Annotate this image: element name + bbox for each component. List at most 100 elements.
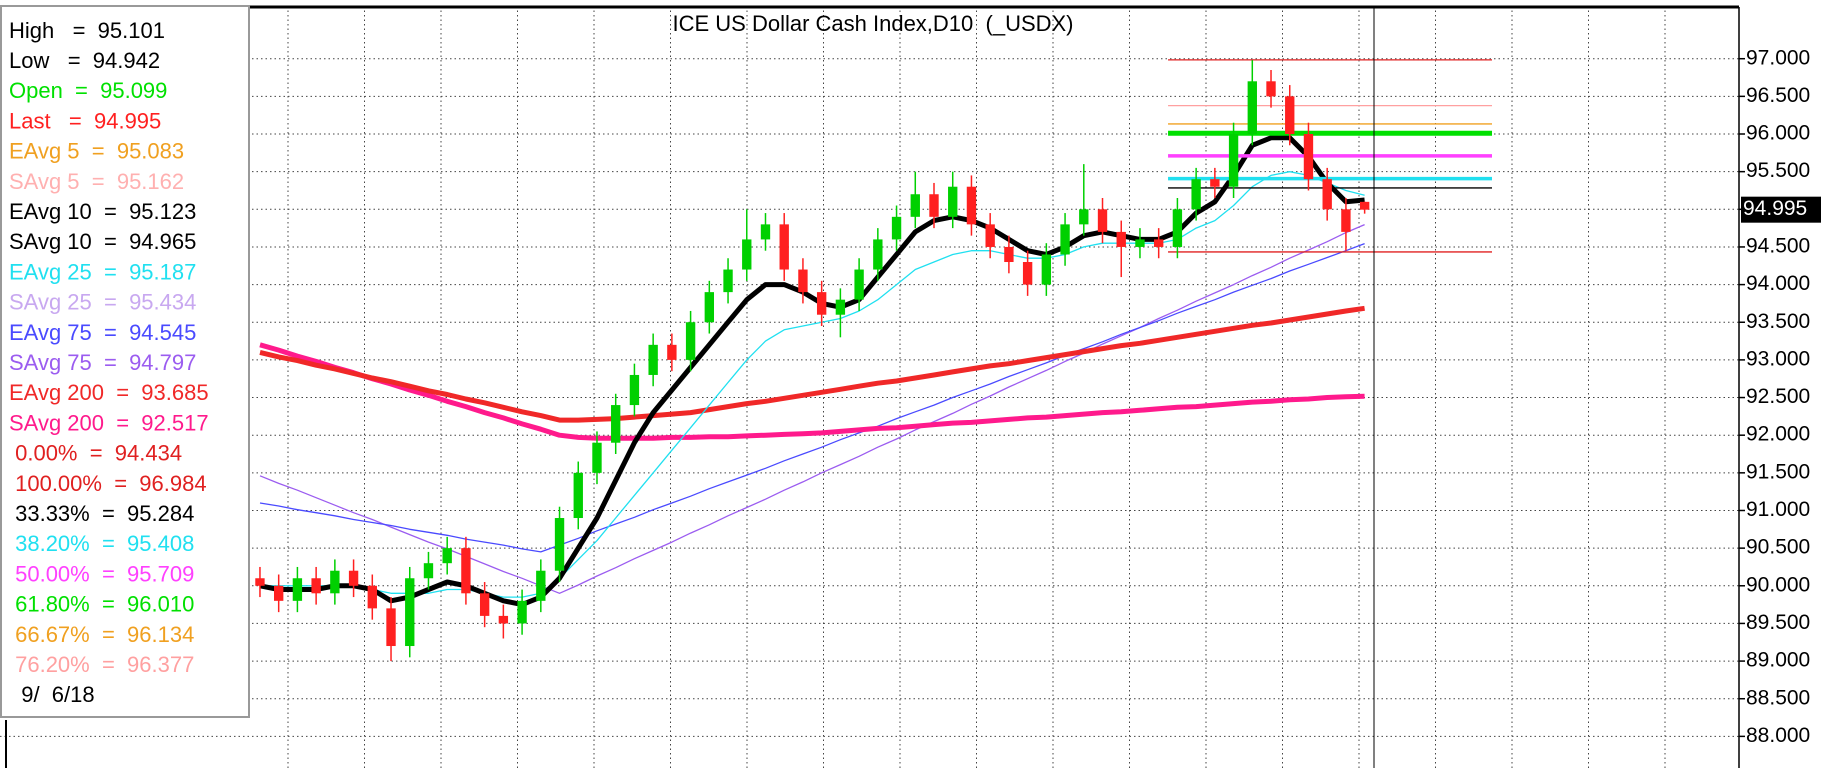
candle-body (629, 374, 640, 406)
candle-body (274, 585, 284, 601)
candle-body (479, 593, 490, 616)
candle-body (854, 269, 864, 300)
candle-body (929, 194, 939, 217)
y-tick-label: 92.500 (1746, 385, 1810, 408)
y-tick-label: 90.500 (1746, 536, 1810, 559)
candle-body (779, 224, 789, 270)
last-price-box (1741, 196, 1821, 223)
legend-entry: EAvg 200 = 93.685 (9, 380, 209, 405)
candle-body (405, 578, 415, 647)
legend-entry: 66.67% = 96.134 (9, 622, 194, 647)
y-tick-label: 90.000 (1746, 573, 1810, 596)
legend-entry: 38.20% = 95.408 (9, 531, 194, 556)
candle-body (1303, 134, 1314, 180)
moving-average (259, 305, 1365, 423)
chart-title: ICE US Dollar Cash Index,D10 (_USDX) (672, 11, 1073, 36)
legend-entry: EAvg 75 = 94.545 (9, 320, 196, 345)
legend-entry: SAvg 10 = 94.965 (9, 229, 196, 254)
legend-entry: 50.00% = 95.709 (9, 561, 194, 586)
candle-body (611, 405, 621, 443)
y-tick-label: 91.000 (1746, 498, 1810, 521)
legend-entry: 0.00% = 94.434 (9, 441, 182, 466)
candle-body (1210, 179, 1220, 187)
y-tick-label: 89.500 (1746, 611, 1810, 634)
legend-entry: SAvg 75 = 94.797 (9, 350, 196, 375)
candle-body (292, 578, 303, 601)
candle-body (1097, 209, 1108, 232)
candle-body (1060, 224, 1070, 255)
legend-entry: SAvg 5 = 95.162 (9, 169, 184, 194)
legend-entry: Last = 94.995 (9, 108, 161, 133)
candle-body (1172, 209, 1183, 247)
candle-body (498, 615, 509, 624)
candle-body (1191, 179, 1201, 210)
y-tick-label: 88.500 (1746, 686, 1810, 709)
moving-average (259, 242, 1365, 553)
candle-body (461, 548, 471, 594)
candle-body (1228, 134, 1239, 187)
last-price-label: 94.995 (1743, 197, 1807, 220)
legend-entry: EAvg 25 = 95.187 (9, 259, 196, 284)
legend-entry: 61.80% = 96.010 (9, 592, 194, 617)
plot (255, 59, 1492, 662)
legend-entry: EAvg 5 = 95.083 (9, 139, 184, 164)
candle-body (517, 600, 527, 624)
candle-body (1041, 254, 1052, 285)
candle-body (704, 292, 715, 323)
candle-body (367, 585, 377, 609)
candle-body (1359, 201, 1370, 210)
candle-body (873, 239, 883, 270)
candle-body (1247, 81, 1257, 135)
y-tick-label: 93.500 (1746, 310, 1810, 333)
candle-body (554, 518, 565, 571)
moving-average (259, 224, 1365, 594)
candle-body (948, 186, 958, 217)
candle-body (966, 186, 977, 225)
candle-body (1266, 81, 1276, 97)
legend-entry: High = 95.101 (9, 18, 165, 43)
candle-body (1116, 231, 1126, 247)
candle-body (648, 344, 658, 375)
y-tick-label: 96.000 (1746, 122, 1810, 145)
candle-body (348, 570, 359, 586)
candle-body (835, 299, 846, 315)
candle-body (816, 292, 827, 315)
candle-body (1079, 209, 1089, 225)
legend-entry: 9/ 6/18 (9, 682, 95, 707)
grid (0, 6, 1739, 768)
candle-body (423, 563, 434, 579)
axis-labels: 88.000 88.500 89.000 89.500 90.000 90.500 91.0… (1739, 46, 1821, 747)
legend-entry: EAvg 10 = 95.123 (9, 199, 196, 224)
candle-body (1341, 209, 1351, 232)
candle-body (723, 269, 733, 293)
candle-body (536, 570, 546, 601)
legend: High = 95.101 Low = 94.942 Open = 95.099 La… (0, 5, 250, 718)
legend-entry: 33.33% = 95.284 (9, 501, 194, 526)
y-tick-label: 88.000 (1746, 724, 1810, 747)
candle-body (311, 578, 321, 594)
candle-body (255, 578, 265, 586)
moving-average (259, 342, 1365, 441)
candle-body (685, 322, 696, 360)
candle-body (330, 570, 340, 594)
legend-entry: SAvg 200 = 92.517 (9, 410, 209, 435)
y-tick-label: 89.000 (1746, 649, 1810, 672)
y-tick-label: 97.000 (1746, 46, 1810, 69)
candle-body (891, 216, 902, 240)
candle-body (667, 344, 677, 360)
y-tick-label: 94.000 (1746, 272, 1810, 295)
y-tick-label: 91.500 (1746, 460, 1810, 483)
candle-body (760, 224, 771, 240)
y-tick-label: 94.500 (1746, 234, 1810, 257)
candle-body (1322, 179, 1332, 210)
y-tick-label: 96.500 (1746, 84, 1810, 107)
candle-body (985, 224, 995, 247)
legend-entry: SAvg 25 = 95.434 (9, 290, 196, 315)
candle-body (1022, 262, 1033, 285)
candle-body (910, 194, 920, 217)
candle-body (573, 472, 583, 519)
candle-body (798, 269, 808, 293)
y-tick-label: 92.000 (1746, 423, 1810, 446)
